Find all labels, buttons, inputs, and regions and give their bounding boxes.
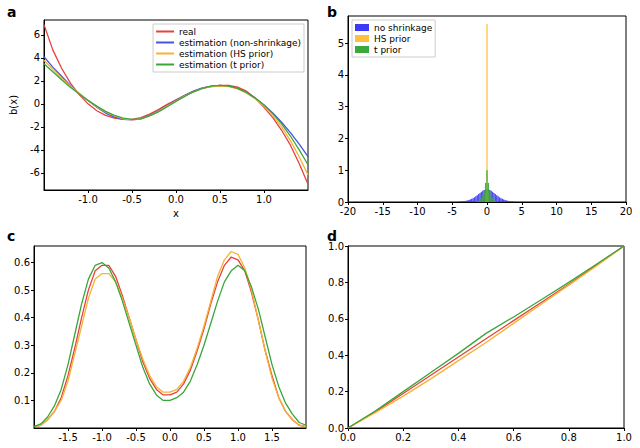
svg-text:6: 6: [34, 29, 40, 40]
svg-text:0.8: 0.8: [328, 277, 344, 288]
svg-text:0.4: 0.4: [14, 312, 30, 323]
svg-text:1.0: 1.0: [256, 194, 272, 205]
svg-text:1.0: 1.0: [328, 240, 344, 252]
svg-text:4: 4: [34, 52, 40, 63]
svg-text:c: c: [7, 228, 15, 244]
svg-text:1: 1: [338, 165, 344, 176]
svg-text:0: 0: [337, 196, 344, 208]
svg-text:20: 20: [620, 206, 633, 217]
svg-text:-1.0: -1.0: [78, 194, 98, 205]
svg-text:0.6: 0.6: [14, 257, 30, 268]
svg-text:0.4: 0.4: [450, 432, 466, 443]
svg-text:0.0: 0.0: [328, 422, 344, 434]
svg-text:0.8: 0.8: [561, 432, 577, 443]
svg-text:0: 0: [34, 98, 40, 109]
svg-text:0.0: 0.0: [162, 432, 178, 443]
svg-text:0.2: 0.2: [14, 367, 30, 378]
svg-text:estimation (non-shrinkage): estimation (non-shrinkage): [179, 38, 301, 48]
svg-text:estimation (HS prior): estimation (HS prior): [179, 49, 273, 59]
svg-text:0.0: 0.0: [168, 194, 184, 205]
svg-text:0.5: 0.5: [196, 432, 212, 443]
svg-text:-0.5: -0.5: [122, 194, 142, 205]
svg-text:10: 10: [550, 206, 563, 217]
svg-text:15: 15: [585, 206, 598, 217]
svg-text:-20: -20: [340, 206, 356, 217]
svg-text:-4: -4: [30, 144, 40, 155]
svg-text:-1.5: -1.5: [58, 432, 78, 443]
svg-text:b: b: [327, 4, 337, 20]
svg-text:-5: -5: [447, 206, 457, 217]
svg-text:5: 5: [338, 38, 344, 49]
svg-text:1.5: 1.5: [264, 432, 280, 443]
svg-text:estimation (t prior): estimation (t prior): [179, 60, 264, 70]
svg-text:0.3: 0.3: [14, 340, 30, 351]
svg-text:0: 0: [484, 206, 490, 217]
svg-text:-2: -2: [30, 121, 40, 132]
svg-text:2: 2: [34, 75, 40, 86]
svg-text:0.2: 0.2: [328, 386, 344, 397]
svg-text:0.6: 0.6: [328, 313, 344, 324]
svg-text:5: 5: [519, 206, 525, 217]
svg-text:no shrinkage: no shrinkage: [374, 23, 433, 33]
svg-text:2: 2: [338, 133, 344, 144]
svg-text:-6: -6: [30, 167, 40, 178]
svg-text:b(x): b(x): [8, 95, 19, 115]
svg-text:4: 4: [338, 69, 344, 80]
svg-text:x: x: [173, 208, 179, 219]
svg-text:-1.0: -1.0: [92, 432, 112, 443]
svg-text:-0.5: -0.5: [126, 432, 146, 443]
svg-text:0.1: 0.1: [14, 395, 30, 406]
svg-text:3: 3: [338, 101, 344, 112]
svg-text:d: d: [327, 228, 337, 244]
svg-text:0.5: 0.5: [212, 194, 228, 205]
svg-text:t prior: t prior: [374, 45, 402, 55]
svg-text:real: real: [179, 27, 196, 37]
svg-text:1.0: 1.0: [616, 432, 632, 443]
svg-text:0.0: 0.0: [340, 432, 356, 443]
svg-text:a: a: [7, 4, 16, 20]
svg-text:0.5: 0.5: [14, 285, 30, 296]
svg-text:0.6: 0.6: [506, 432, 522, 443]
svg-text:-15: -15: [375, 206, 391, 217]
svg-text:0.4: 0.4: [328, 350, 344, 361]
svg-text:HS prior: HS prior: [374, 34, 411, 44]
svg-text:1.0: 1.0: [230, 432, 246, 443]
svg-text:-10: -10: [409, 206, 425, 217]
svg-text:0.2: 0.2: [395, 432, 411, 443]
